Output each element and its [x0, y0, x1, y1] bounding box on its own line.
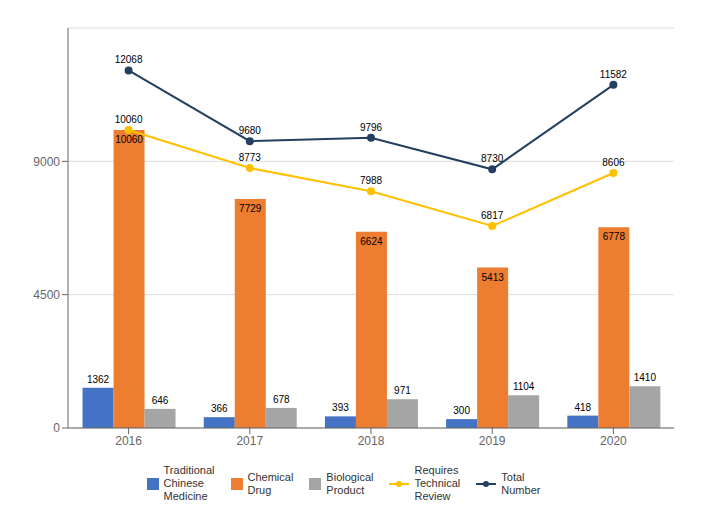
- svg-text:7729: 7729: [239, 203, 262, 214]
- svg-text:9796: 9796: [360, 122, 383, 133]
- html-text:Biological Product: Biological Product: [326, 470, 374, 496]
- svg-text:0: 0: [53, 421, 60, 435]
- html-text:Total Number: Total Number: [501, 470, 541, 496]
- svg-text:2018: 2018: [358, 434, 385, 448]
- svg-text:2016: 2016: [115, 434, 142, 448]
- html-text:Chemical Drug: Chemical Drug: [247, 470, 294, 496]
- svg-text:2019: 2019: [479, 434, 506, 448]
- svg-text:6817: 6817: [481, 210, 504, 221]
- svg-text:11582: 11582: [600, 69, 628, 80]
- svg-text:6778: 6778: [603, 231, 626, 242]
- svg-text:10060: 10060: [115, 114, 143, 125]
- svg-text:418: 418: [575, 402, 592, 413]
- svg-text:393: 393: [332, 402, 349, 413]
- svg-text:1362: 1362: [87, 374, 110, 385]
- svg-text:10060: 10060: [115, 134, 143, 145]
- svg-text:9000: 9000: [33, 155, 60, 169]
- svg-text:7988: 7988: [360, 175, 383, 186]
- svg-text:678: 678: [273, 394, 290, 405]
- svg-text:4500: 4500: [33, 288, 60, 302]
- svg-text:366: 366: [211, 403, 228, 414]
- svg-text:2020: 2020: [600, 434, 627, 448]
- svg-text:8730: 8730: [481, 153, 504, 164]
- html-text:Traditional Chinese Medicine: Traditional Chinese Medicine: [163, 464, 215, 502]
- svg-text:8606: 8606: [602, 157, 625, 168]
- svg-text:1410: 1410: [634, 372, 657, 383]
- html-text:Requires Technical Review: Requires Technical Review: [414, 464, 461, 502]
- svg-text:12068: 12068: [115, 54, 143, 65]
- svg-text:1104: 1104: [513, 381, 535, 392]
- svg-text:9680: 9680: [239, 125, 262, 136]
- svg-text:300: 300: [453, 405, 470, 416]
- svg-text:646: 646: [152, 395, 169, 406]
- svg-text:971: 971: [394, 385, 411, 396]
- svg-text:5413: 5413: [482, 272, 505, 283]
- svg-text:2017: 2017: [236, 434, 263, 448]
- svg-text:6624: 6624: [360, 236, 383, 247]
- svg-text:8773: 8773: [239, 152, 262, 163]
